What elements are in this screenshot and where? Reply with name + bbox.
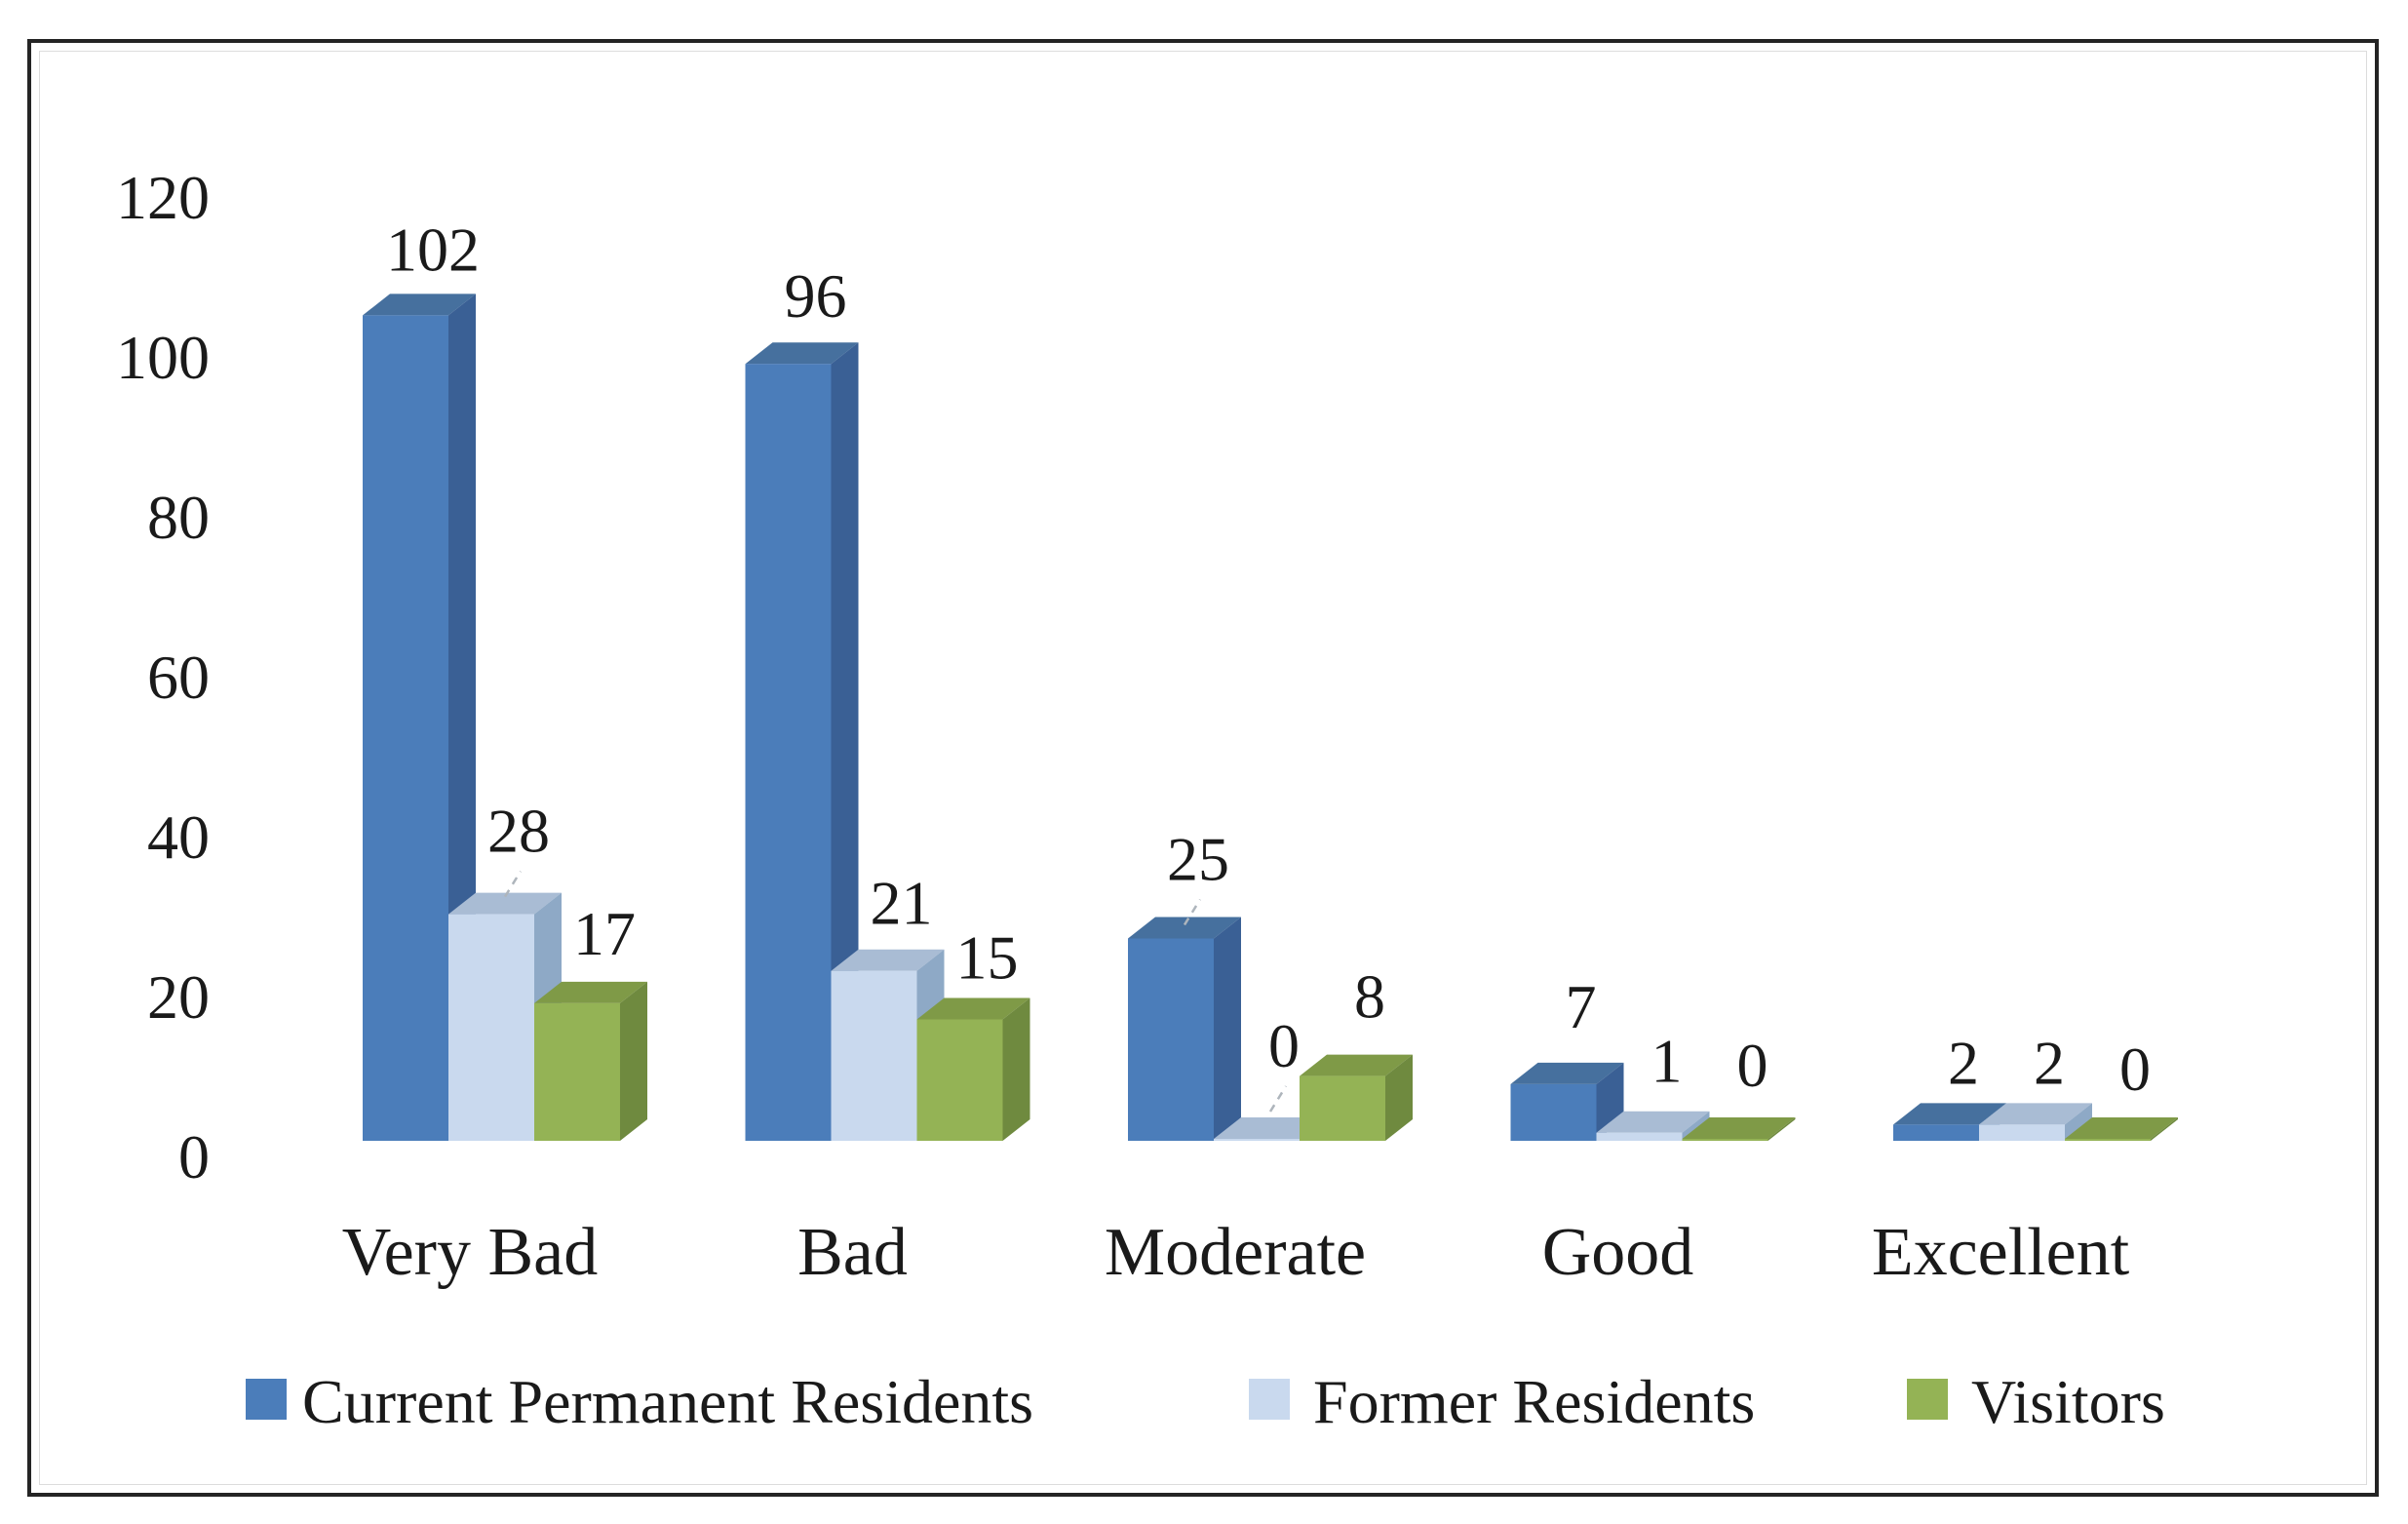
bar-side-face	[2151, 1117, 2178, 1141]
data-label: 2	[2034, 1028, 2065, 1097]
y-axis-tick-label: 100	[116, 323, 210, 392]
legend-swatch-current-permanent-residents	[246, 1379, 287, 1420]
bar-front-face	[448, 914, 534, 1141]
legend-swatch-visitors	[1907, 1379, 1948, 1420]
y-axis-tick-label: 20	[147, 962, 210, 1032]
data-label: 21	[871, 869, 933, 938]
bar-top-face	[1979, 1103, 2092, 1125]
legend: Current Permanent Residents Former Reside…	[246, 1367, 2165, 1436]
data-label: 8	[1354, 962, 1385, 1032]
bar-top-face	[1596, 1111, 1710, 1133]
data-label-leader-line	[503, 870, 523, 898]
bar-top-face	[1682, 1117, 1796, 1139]
x-axis-category-label: Excellent	[1872, 1215, 2130, 1290]
bar-front-face	[1510, 1083, 1597, 1141]
bar-front-face	[363, 315, 448, 1141]
bar-former-residents-good	[1596, 1111, 1710, 1141]
bar-front-face	[534, 1002, 620, 1141]
bar-side-face	[2065, 1103, 2092, 1141]
y-axis-tick-label: 60	[147, 643, 210, 712]
bar-front-face	[745, 364, 832, 1141]
bar-side-face	[1682, 1111, 1710, 1141]
bar-front-face	[1596, 1132, 1683, 1141]
legend-swatch-former-residents	[1249, 1379, 1290, 1420]
bar-front-face	[2065, 1139, 2151, 1141]
bar-top-face	[1893, 1103, 2006, 1125]
data-label: 0	[1268, 1011, 1300, 1080]
y-axis: 0 20 40 60 80 100 120	[116, 163, 210, 1192]
data-label: 17	[573, 899, 636, 968]
bar-top-face	[745, 342, 859, 365]
bar-visitors-moderate	[1300, 1054, 1413, 1141]
bar-current-permanent-residents-very-bad	[363, 293, 476, 1141]
bar-side-face	[1214, 917, 1241, 1141]
bar-top-face	[831, 949, 945, 971]
bar-top-face	[1510, 1062, 1624, 1084]
y-axis-tick-label: 80	[147, 483, 210, 552]
bar-front-face	[1214, 1139, 1300, 1141]
data-label: 15	[956, 923, 1019, 993]
y-axis-tick-label: 40	[147, 802, 210, 872]
data-label: 28	[487, 797, 550, 866]
bar-top-face	[1214, 1117, 1327, 1139]
chart-border-frame	[27, 39, 2379, 1497]
bar-current-permanent-residents-moderate	[1128, 917, 1241, 1141]
bar-top-face	[448, 892, 562, 915]
x-axis-category-label: Moderate	[1105, 1215, 1366, 1290]
bar-front-face	[1893, 1124, 1979, 1141]
legend-label-visitors: Visitors	[1971, 1367, 2165, 1436]
bar-side-face	[1385, 1054, 1413, 1141]
data-label: 96	[785, 261, 847, 331]
y-axis-tick-label: 0	[178, 1122, 210, 1192]
data-label: 102	[386, 215, 480, 284]
bar-front-face	[1682, 1139, 1768, 1141]
bar-side-face	[620, 981, 647, 1141]
data-label: 0	[1737, 1031, 1768, 1100]
bar-front-face	[1300, 1075, 1385, 1141]
bar-side-face	[831, 342, 859, 1141]
bar-current-permanent-residents-bad	[745, 342, 859, 1141]
bar-top-face	[1128, 917, 1241, 939]
data-label-leader-line	[1183, 898, 1202, 926]
y-axis-tick-label: 120	[116, 163, 210, 232]
legend-label-current-permanent-residents: Current Permanent Residents	[302, 1367, 1033, 1436]
bar-front-face	[916, 1019, 1003, 1141]
legend-label-former-residents: Former Residents	[1313, 1367, 1755, 1436]
bar-visitors-bad	[916, 997, 1030, 1141]
bar-side-face	[1767, 1117, 1796, 1141]
bar-front-face	[1128, 938, 1214, 1141]
data-label: 0	[2119, 1035, 2151, 1104]
data-label-leader-line	[1268, 1085, 1288, 1113]
bar-top-face	[363, 293, 476, 316]
x-axis-category-label: Good	[1542, 1215, 1694, 1290]
bar-top-face	[1300, 1054, 1413, 1076]
bar-visitors-good	[1682, 1117, 1796, 1141]
bar-visitors-excellent	[2065, 1117, 2178, 1141]
data-label: 1	[1651, 1027, 1683, 1096]
data-label: 7	[1566, 972, 1597, 1041]
bar-top-face	[534, 981, 647, 1003]
bar-top-face	[2065, 1117, 2178, 1139]
data-label: 2	[1948, 1028, 1979, 1097]
bar-front-face	[1979, 1124, 2065, 1141]
bar-side-face	[1002, 997, 1030, 1141]
x-axis-category-label: Very Bad	[342, 1215, 598, 1290]
data-label: 25	[1167, 825, 1229, 894]
bar-front-face	[831, 970, 917, 1141]
x-axis: Very Bad Bad Moderate Good Excellent	[342, 1215, 2130, 1290]
bar-top-face	[916, 997, 1030, 1020]
bar-visitors-very-bad	[534, 981, 647, 1141]
bars	[363, 293, 2178, 1141]
x-axis-category-label: Bad	[797, 1215, 908, 1290]
bar-former-residents-excellent	[1979, 1103, 2092, 1141]
